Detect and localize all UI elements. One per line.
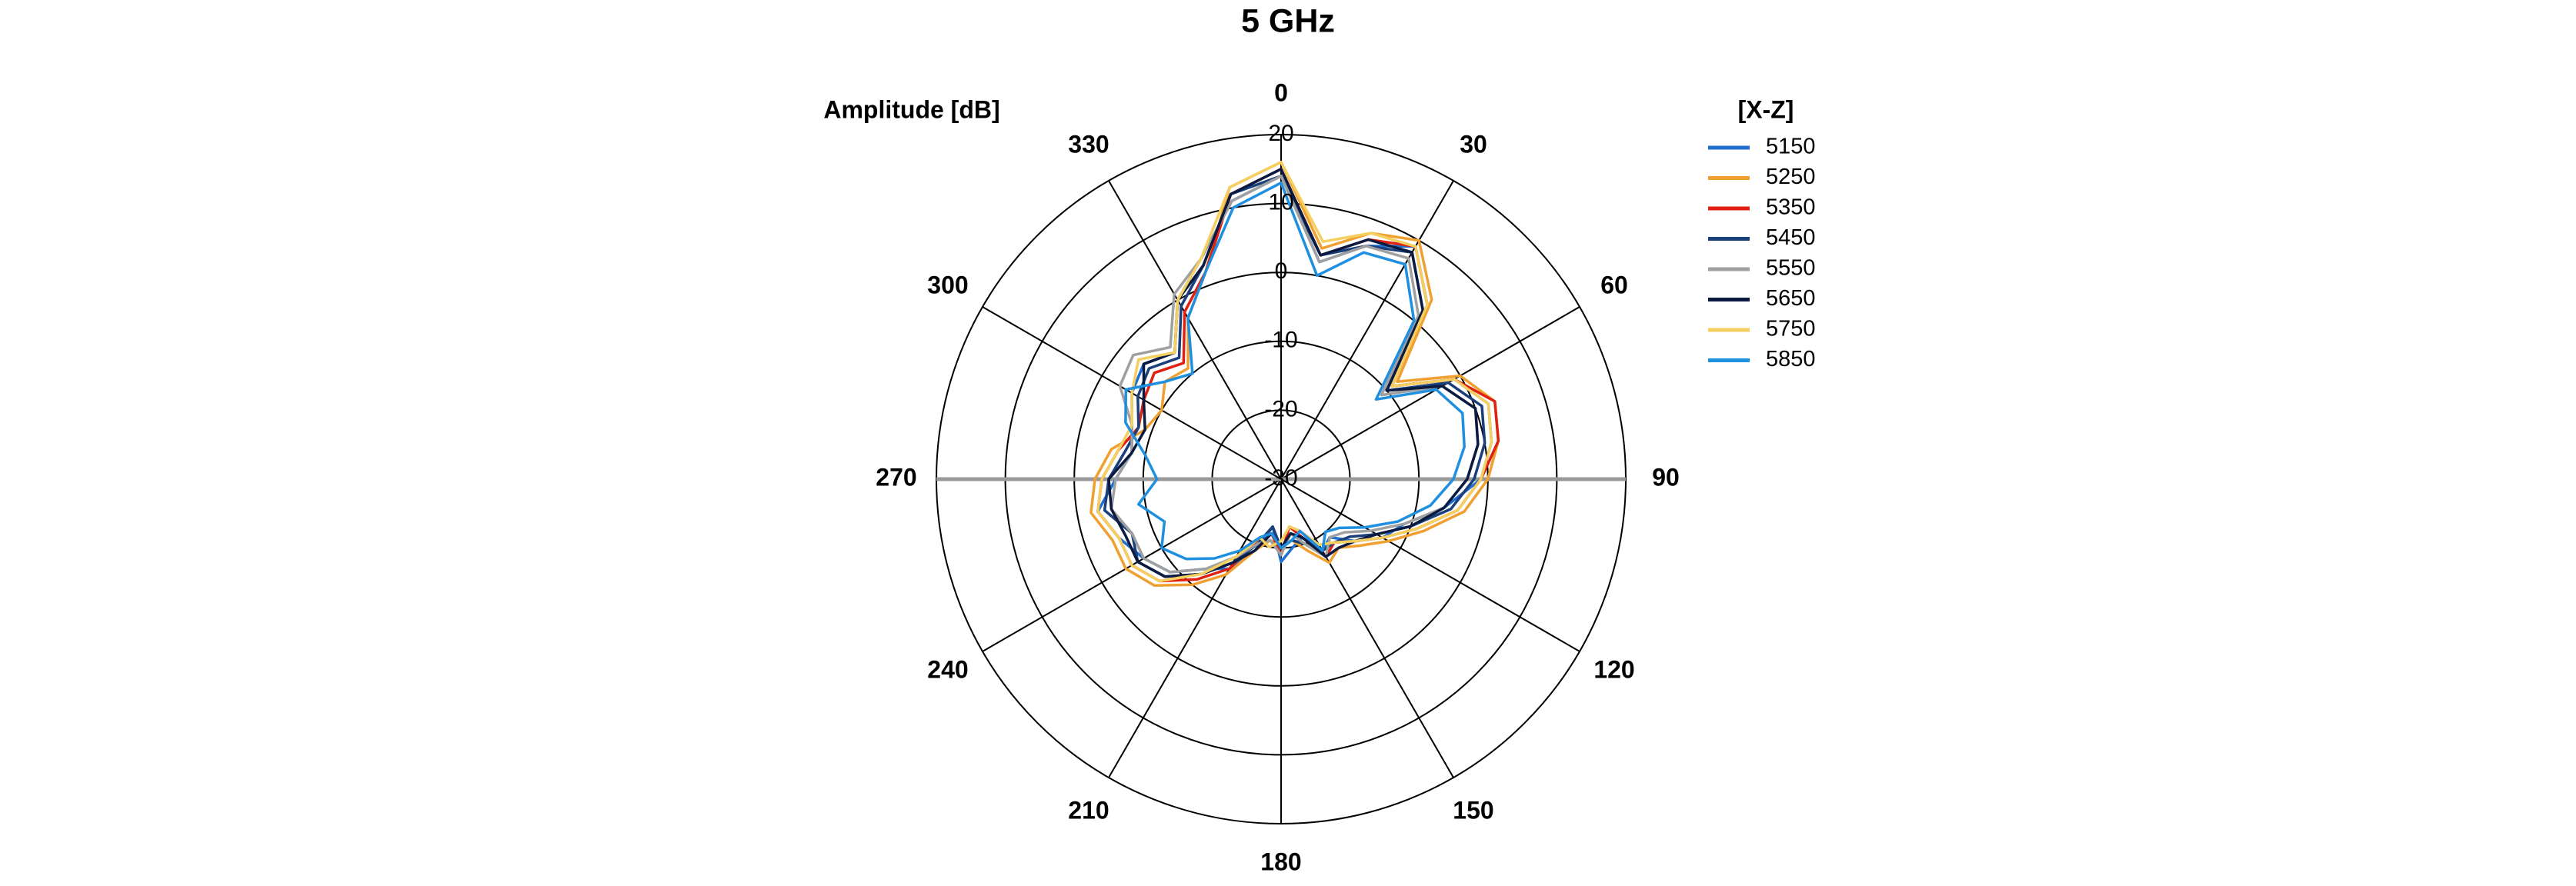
r-tick-label: 20 — [1268, 121, 1293, 146]
legend-label: 5450 — [1766, 225, 1816, 250]
angle-tick-label: 240 — [927, 655, 968, 683]
grid-spoke — [1280, 306, 1580, 480]
legend-label: 5850 — [1766, 347, 1816, 371]
angle-tick-label: 60 — [1600, 271, 1628, 298]
angle-tick-label: 150 — [1453, 796, 1493, 824]
grid-spoke — [1280, 478, 1454, 778]
angle-tick-label: 270 — [876, 463, 916, 491]
angle-tick-label: 30 — [1460, 130, 1487, 158]
grid-spoke — [1108, 180, 1282, 480]
r-tick-label: -20 — [1264, 396, 1297, 421]
r-tick-label: 0 — [1275, 258, 1288, 284]
r-tick-label: -30 — [1264, 465, 1297, 491]
angle-tick-label: 300 — [927, 271, 968, 298]
series-line — [1096, 161, 1493, 583]
angle-tick-label: 180 — [1260, 848, 1301, 875]
chart-title: 5 GHz — [1241, 2, 1335, 39]
series-line — [1089, 161, 1500, 587]
angle-tick-label: 90 — [1652, 463, 1680, 491]
angle-tick-label: 120 — [1593, 655, 1634, 683]
legend-label: 5650 — [1766, 286, 1816, 311]
grid-spoke — [1108, 478, 1282, 778]
r-tick-label: 10 — [1268, 190, 1293, 215]
legend-label: 5150 — [1766, 135, 1816, 159]
legend-label: 5250 — [1766, 165, 1816, 189]
legend-title: [X-Z] — [1738, 95, 1794, 123]
angle-tick-label: 330 — [1068, 130, 1109, 158]
angle-tick-label: 210 — [1068, 796, 1109, 824]
r-tick-label: -10 — [1264, 328, 1297, 353]
legend-label: 5750 — [1766, 317, 1816, 341]
legend-label: 5350 — [1766, 195, 1816, 220]
r-axis-label: Amplitude [dB] — [823, 95, 999, 123]
series-line — [1109, 175, 1480, 574]
angle-tick-label: 0 — [1274, 78, 1288, 106]
grid-spoke — [1280, 478, 1580, 652]
legend-label: 5550 — [1766, 256, 1816, 281]
grid-spoke — [1280, 180, 1454, 480]
series-line — [1124, 181, 1466, 561]
